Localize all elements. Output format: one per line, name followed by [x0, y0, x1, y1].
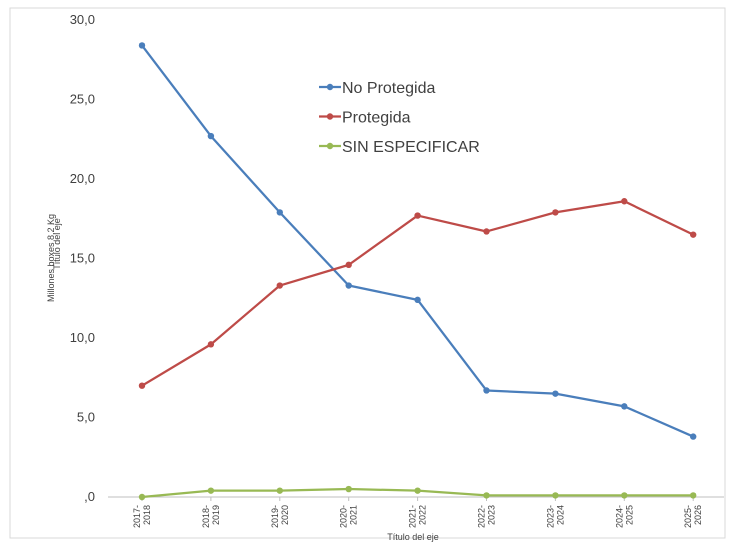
legend-marker — [326, 142, 334, 150]
series-no-protegida — [138, 42, 697, 440]
x-tick-label-line2: 2026 — [693, 505, 703, 525]
x-tick-label-line2: 2020 — [280, 505, 290, 525]
data-point — [552, 209, 559, 216]
x-tick-label: 2019- 2020 — [270, 505, 290, 528]
y-tick-label: 15,0 — [70, 251, 95, 266]
data-point — [414, 296, 421, 304]
x-tick-label-line2: 2022 — [418, 505, 428, 525]
data-point — [345, 485, 352, 493]
series-line — [141, 44, 694, 438]
y-axis-title-overlap: Título del eje — [52, 218, 62, 270]
x-tick-label-line1: 2023- — [545, 505, 555, 528]
x-tick-label-line1: 2025- — [683, 505, 693, 528]
x-tick-label-line1: 2017- — [132, 505, 142, 528]
legend-entry: No Protegida — [319, 80, 435, 97]
plot-border — [9, 7, 726, 539]
data-point — [345, 282, 352, 289]
data-point — [207, 487, 215, 494]
data-point — [414, 487, 421, 494]
y-tick-label: 20,0 — [70, 171, 95, 186]
data-point — [483, 387, 490, 394]
legend-label: No Protegida — [342, 80, 435, 97]
data-point — [552, 492, 559, 499]
series-line — [141, 200, 694, 387]
legend-entry: SIN ESPECIFICAR — [319, 139, 480, 156]
data-point — [207, 341, 215, 348]
x-tick-label-line1: 2022- — [477, 505, 487, 528]
x-tick-label: 2017- 2018 — [132, 505, 152, 528]
data-point — [621, 492, 628, 499]
x-tick-label: 2023- 2024 — [545, 505, 565, 528]
data-point — [276, 487, 283, 494]
data-point — [690, 231, 697, 238]
data-point — [690, 433, 697, 440]
data-point — [207, 132, 215, 140]
y-axis: ,0 5,0 10,0 15,0 20,0 25,0 30,0 — [70, 12, 95, 504]
legend-marker — [326, 83, 334, 91]
y-tick-label: 25,0 — [70, 92, 95, 107]
x-tick-label-line1: 2021- — [408, 505, 418, 528]
series-sin-especificar — [138, 485, 697, 501]
data-point — [345, 261, 352, 269]
x-tick-label-line2: 2018 — [142, 505, 152, 525]
y-axis-title: Millones boxes 8,2 Kg — [46, 214, 56, 302]
x-tick-label-line1: 2020- — [339, 505, 349, 528]
x-tick-label-line2: 2024 — [555, 505, 565, 525]
x-tick-label-line2: 2019 — [211, 505, 221, 525]
x-tick-label-line2: 2023 — [487, 505, 497, 525]
data-point — [138, 382, 146, 389]
legend-marker — [326, 113, 334, 120]
x-tick-label: 2024- 2025 — [614, 505, 634, 528]
data-point — [621, 198, 628, 205]
data-point — [690, 492, 697, 499]
data-point — [138, 493, 146, 501]
data-point — [483, 228, 490, 235]
data-point — [621, 403, 628, 410]
series-layer — [138, 42, 697, 501]
x-tick-label-line1: 2019- — [270, 505, 280, 528]
x-tick-label: 2021- 2022 — [408, 505, 428, 528]
y-tick-label: ,0 — [84, 489, 95, 504]
x-tick-label: 2022- 2023 — [477, 505, 497, 528]
x-tick-label: 2018- 2019 — [201, 505, 221, 528]
legend: No Protegida Protegida SIN ESPECIFICAR — [319, 80, 480, 156]
data-point — [138, 42, 146, 49]
data-point — [276, 282, 283, 289]
x-tick-label-line1: 2018- — [201, 505, 211, 528]
legend-entry: Protegida — [319, 110, 411, 127]
x-tick-label: 2025- 2026 — [683, 505, 703, 528]
legend-label: Protegida — [342, 110, 411, 127]
x-tick-label-line2: 2025 — [624, 505, 634, 525]
y-tick-label: 5,0 — [77, 410, 95, 425]
x-tick-label: 2020- 2021 — [339, 505, 359, 528]
y-tick-label: 30,0 — [70, 12, 95, 27]
x-tick-label-line2: 2021 — [349, 505, 359, 525]
data-point — [414, 212, 421, 219]
data-point — [276, 209, 283, 216]
legend-label: SIN ESPECIFICAR — [342, 139, 480, 156]
data-point — [552, 390, 559, 397]
chart-area-border — [9, 7, 726, 539]
x-tick-label-line1: 2024- — [614, 505, 624, 528]
series-protegida — [138, 198, 697, 389]
y-tick-label: 10,0 — [70, 330, 95, 345]
x-axis-title: Título del eje — [387, 532, 439, 542]
data-point — [483, 492, 490, 499]
x-axis: 2017- 2018 2018- 2019 2019- 2020 2020- 2021 2021… — [108, 496, 724, 528]
